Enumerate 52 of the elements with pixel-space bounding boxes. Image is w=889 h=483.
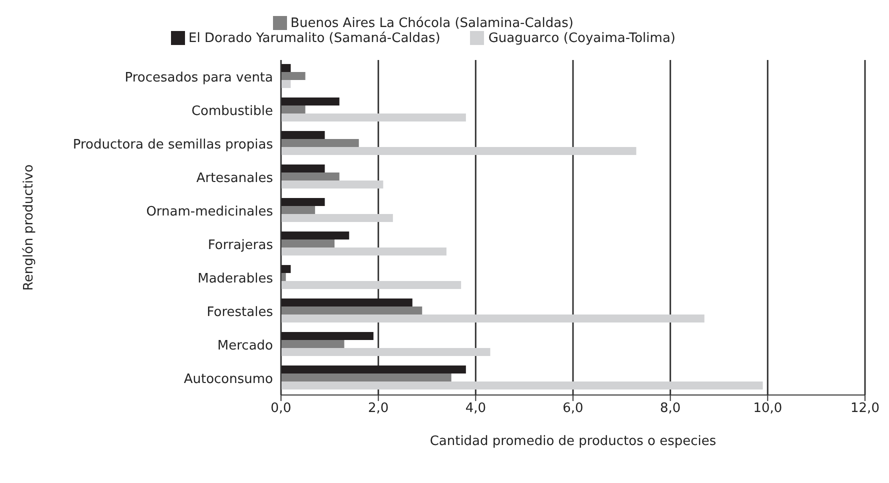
y-tick-label: Combustible <box>191 104 273 119</box>
x-tick-label: 12,0 <box>850 401 880 416</box>
bar <box>281 273 286 282</box>
y-tick-label: Artesanales <box>196 170 274 186</box>
bar <box>281 332 374 340</box>
bar <box>281 214 393 222</box>
x-tick-label: 6,0 <box>562 401 584 416</box>
bar <box>281 374 452 382</box>
bar <box>281 240 335 248</box>
bar <box>281 248 446 256</box>
bar <box>281 366 466 374</box>
x-tick-label: 0,0 <box>270 401 292 416</box>
bar <box>281 164 325 173</box>
y-axis-title: Renglón productivo <box>22 164 37 291</box>
x-tick-label: 4,0 <box>465 401 486 416</box>
y-tick-label: Forestales <box>206 304 274 320</box>
bar <box>281 98 340 106</box>
bar <box>281 340 344 348</box>
bar <box>281 265 291 274</box>
y-tick-label: Autoconsumo <box>184 372 274 387</box>
bar <box>281 147 636 156</box>
bar <box>281 314 704 323</box>
bar <box>281 348 490 356</box>
bar <box>281 131 325 140</box>
y-tick-label: Procesados para venta <box>124 70 273 86</box>
bar <box>281 298 412 307</box>
bar <box>281 72 306 80</box>
bar <box>281 281 462 290</box>
bar <box>281 80 291 88</box>
y-tick-label: Mercado <box>217 338 274 354</box>
bar <box>281 114 466 122</box>
bar <box>281 106 306 114</box>
x-tick-label: 2,0 <box>368 401 389 416</box>
y-tick-label: Ornam-medicinales <box>146 204 274 220</box>
x-axis-title: Cantidad promedio de productos o especies <box>430 434 716 449</box>
y-tick-label: Maderables <box>198 271 274 286</box>
bar <box>281 232 350 240</box>
legend-label: El Dorado Yarumalito (Samaná-Caldas) <box>188 31 440 46</box>
bar <box>281 382 763 390</box>
bar <box>281 198 325 206</box>
bar <box>281 306 422 315</box>
legend-label: Guaguarco (Coyaima-Tolima) <box>488 31 676 46</box>
y-tick-label: Productora de semillas propias <box>72 137 274 152</box>
bar <box>281 139 359 148</box>
y-tick-label: Forrajeras <box>208 238 274 253</box>
bar <box>281 172 340 181</box>
x-tick-label: 8,0 <box>660 401 681 416</box>
legend-label: Buenos Aires La Chócola (Salamina-Caldas) <box>290 16 574 31</box>
bar <box>281 64 291 72</box>
bar <box>281 206 316 214</box>
bar <box>281 180 384 189</box>
x-tick-label: 10,0 <box>753 401 782 416</box>
